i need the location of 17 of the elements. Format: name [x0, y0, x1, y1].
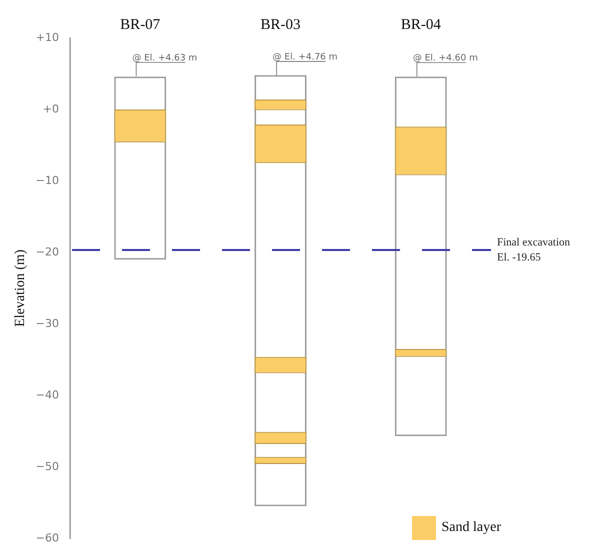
y-tick-label: +10	[36, 30, 60, 44]
y-tick-label: −10	[36, 174, 60, 187]
y-axis-title: Elevation (m)	[13, 249, 28, 327]
y-tick-label: −60	[36, 531, 60, 544]
y-tick-label: −30	[36, 316, 60, 330]
legend-label: Sand layer	[442, 520, 501, 536]
x-tick-label: BR-04	[400, 16, 442, 33]
x-tick-label: BR-03	[260, 16, 301, 33]
annotation: @ El. +4.60 m	[412, 54, 478, 64]
annotation: @ El. +4.76 m	[272, 52, 338, 62]
y-tick-label: −20	[36, 245, 60, 258]
ref-line-label: Final excavation El. -19.65	[497, 236, 571, 264]
annotation: @ El. +4.63 m	[132, 53, 198, 64]
y-tick-label: −40	[36, 388, 60, 402]
y-tick-label: −50	[36, 460, 60, 473]
x-tick-label: BR-07	[120, 16, 161, 33]
y-tick-label: +0	[42, 102, 60, 116]
